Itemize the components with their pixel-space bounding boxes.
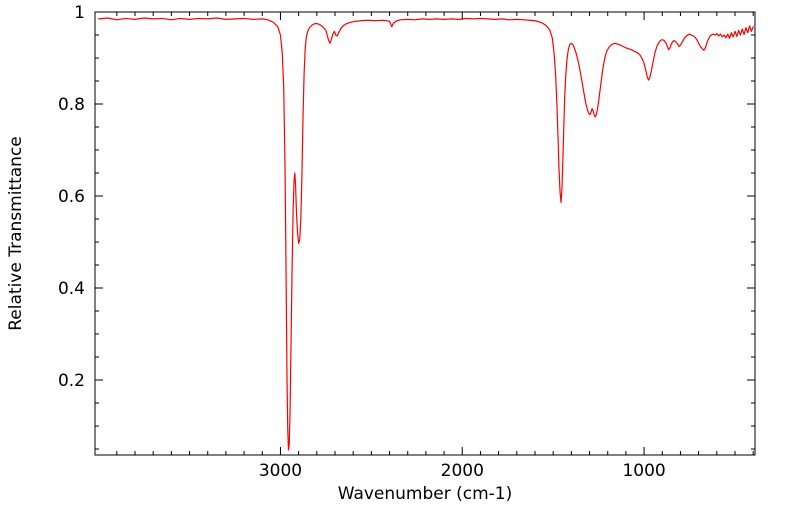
y-tick-label: 0.6	[58, 187, 85, 207]
x-tick-label: 2000	[441, 461, 484, 481]
y-tick-label: 1	[74, 3, 85, 23]
x-tick-label: 3000	[259, 461, 302, 481]
y-tick-label: 0.8	[58, 95, 85, 115]
y-axis-title: Relative Transmittance	[6, 136, 26, 331]
x-tick-label: 1000	[622, 461, 665, 481]
spectrum-line	[98, 17, 754, 451]
plot-border	[94, 11, 756, 456]
y-tick-label: 0.2	[58, 371, 85, 391]
x-axis-title: Wavenumber (cm-1)	[337, 484, 513, 504]
y-tick-label: 0.4	[58, 279, 85, 299]
